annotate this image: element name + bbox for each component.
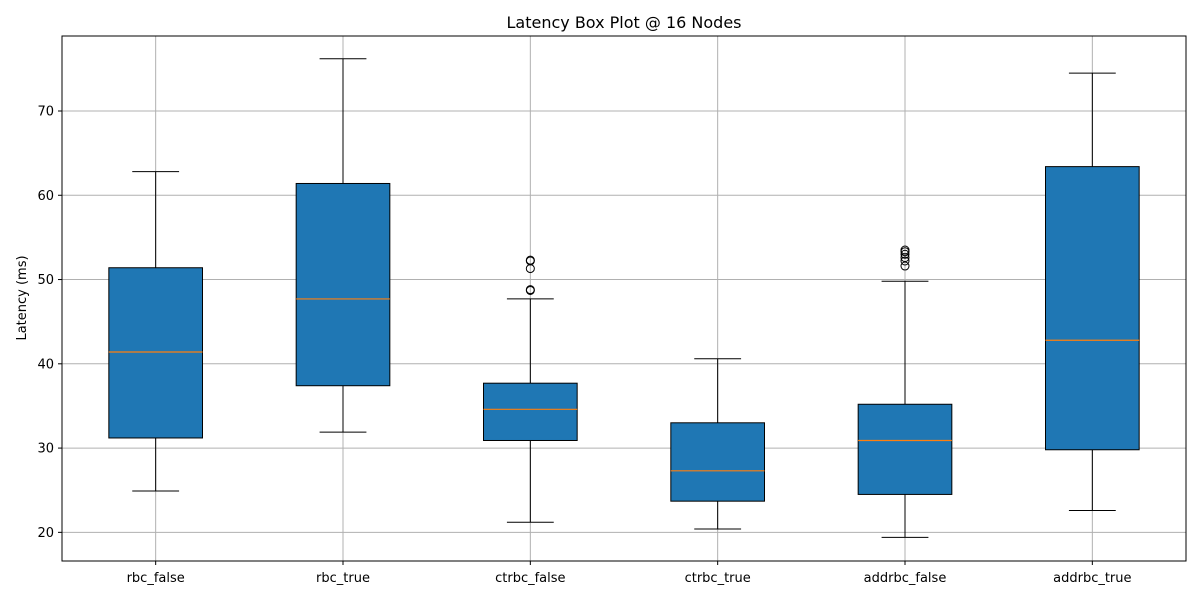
iqr-box: [483, 382, 578, 441]
x-tick-label-rbc_false: rbc_false: [127, 571, 185, 586]
plot-frame: [61, 35, 1187, 562]
box-rbc_false: [108, 171, 203, 492]
box-ctrbc_false: [483, 255, 578, 523]
box-ctrbc_true: [670, 358, 765, 530]
outlier-point: [900, 256, 910, 266]
iqr-box: [670, 422, 765, 502]
plot-layer: [108, 58, 1140, 538]
y-tick-label: 50: [37, 273, 54, 288]
y-tick-label: 40: [37, 357, 54, 372]
box-addrbc_false: [857, 245, 953, 538]
outlier-point: [900, 249, 910, 259]
x-tick-label-addrbc_true: addrbc_true: [1053, 571, 1131, 586]
box-rbc_true: [295, 58, 391, 433]
outlier-point: [525, 285, 535, 295]
grid-layer: [62, 36, 1186, 561]
box-addrbc_true: [1045, 72, 1140, 511]
outlier-point: [900, 245, 910, 255]
x-tick-label-ctrbc_true: ctrbc_true: [685, 571, 751, 586]
iqr-box: [108, 267, 203, 439]
outlier-point: [525, 255, 535, 265]
x-tick-label-addrbc_false: addrbc_false: [864, 571, 947, 586]
y-axis-label: Latency (ms): [15, 255, 30, 340]
y-tick-label: 70: [37, 105, 54, 120]
y-tick-label: 30: [37, 442, 54, 457]
iqr-box: [295, 182, 391, 387]
x-tick-label-ctrbc_false: ctrbc_false: [495, 571, 565, 586]
chart-title: Latency Box Plot @ 16 Nodes: [506, 13, 741, 32]
y-tick-label: 20: [37, 526, 54, 541]
axis-layer: 20 30 40 50 60 70 rbc_false rbc_true ctrbc_false…: [37, 35, 1187, 586]
iqr-box: [1045, 166, 1140, 451]
x-tick-label-rbc_true: rbc_true: [316, 571, 370, 586]
y-tick-label: 60: [37, 189, 54, 204]
iqr-box: [857, 403, 953, 495]
